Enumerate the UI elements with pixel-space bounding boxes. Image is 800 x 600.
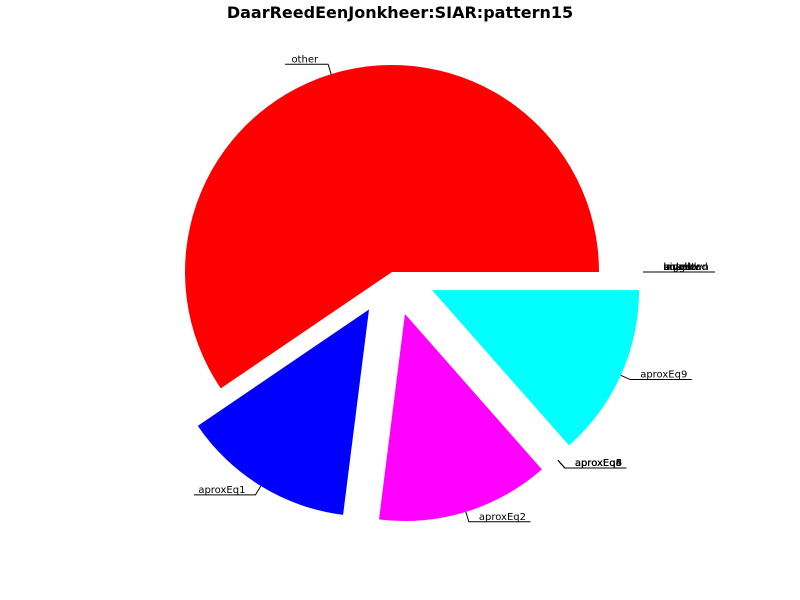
pie-labels: otheraproxEq1aproxEq2aproxEq4aproxEq5apr… — [193, 54, 715, 523]
slice-label-aproxEq5: aproxEq5 — [575, 458, 622, 469]
pie-slice-aproxEq1 — [197, 309, 370, 515]
leader-line-other — [285, 63, 332, 75]
slice-label-aproxEq4: aproxEq4 — [575, 458, 622, 469]
leader-line-aproxEq2 — [465, 511, 531, 523]
leader-line-aproxEq8 — [557, 459, 627, 469]
slice-label-aproxEq9: aproxEq9 — [640, 370, 687, 381]
slice-label-bigger: bigger — [663, 262, 696, 273]
leader-line-aproxEq9 — [620, 374, 692, 381]
slice-label-equal: equal — [663, 262, 691, 273]
slice-label-aproxEq6: aproxEq6 — [575, 458, 622, 469]
slice-label-aproxEq8: aproxEq8 — [575, 458, 622, 469]
chart-title: DaarReedEenJonkheer:SIAR:pattern15 — [227, 3, 573, 22]
slice-label-unknown: unknown — [663, 262, 708, 273]
slice-label-untested: untested — [663, 262, 707, 273]
slice-label-smaller: smaller — [663, 262, 701, 273]
slice-label-aproxEq2: aproxEq2 — [479, 512, 526, 523]
pie-slices — [184, 64, 640, 522]
slice-label-invalid: invalid — [663, 262, 696, 273]
slice-label-aproxEq1: aproxEq1 — [198, 485, 245, 496]
slice-label-other: other — [291, 54, 319, 65]
pie-slice-aproxEq2 — [378, 314, 542, 522]
pie-slice-other — [184, 64, 599, 389]
pie-slice-aproxEq9 — [432, 290, 640, 446]
leader-line-aproxEq1 — [193, 485, 262, 496]
